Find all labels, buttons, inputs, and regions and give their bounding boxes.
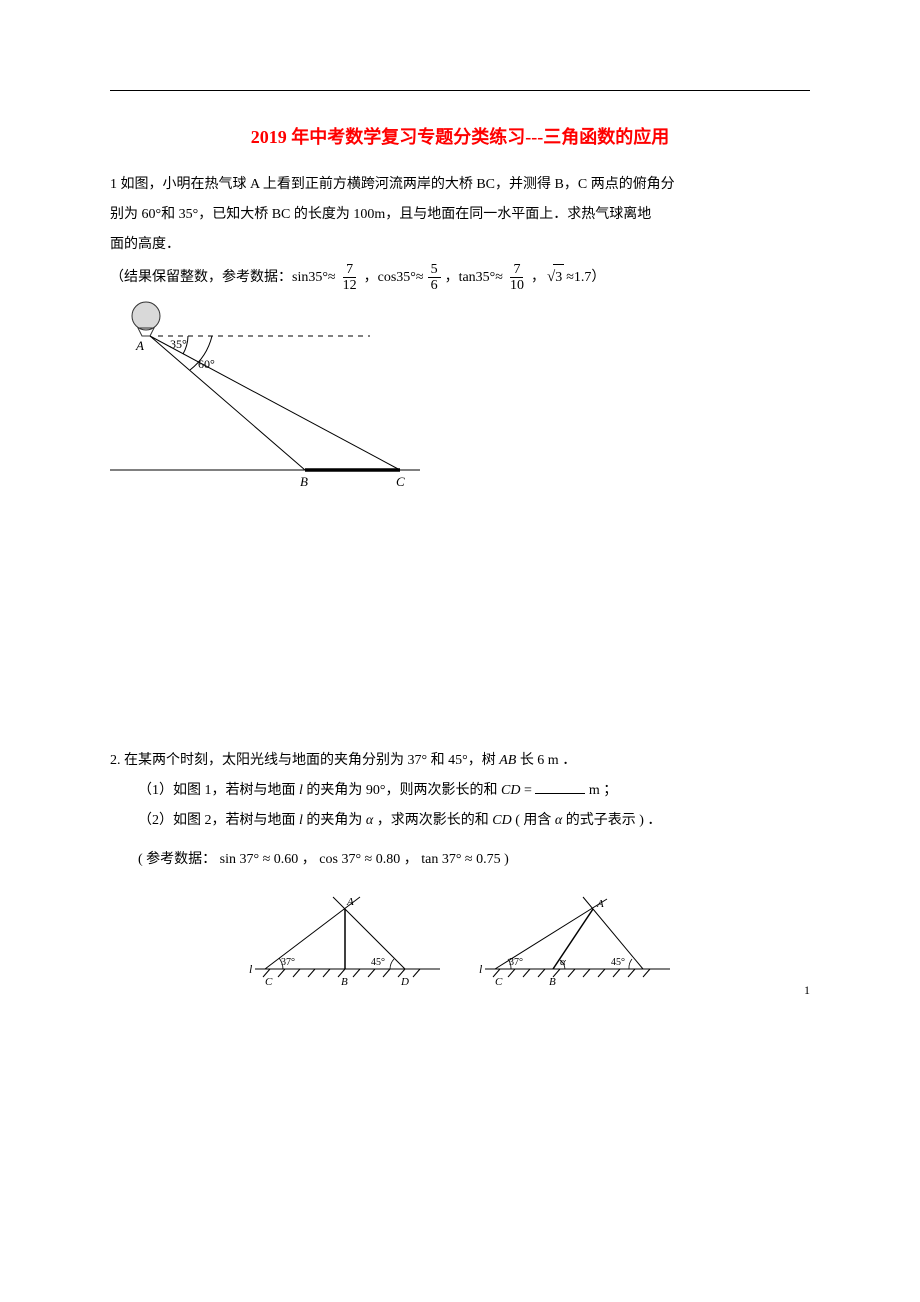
- p2-intro-b: 长 6 m ．: [516, 753, 576, 768]
- document-title: 2019 年中考数学复习专题分类练习---三角函数的应用: [110, 121, 810, 154]
- p1-hint-mid2: ，tan35°≈: [445, 265, 503, 291]
- hatch: [493, 969, 650, 977]
- p1-line3: 面的高度．: [110, 232, 810, 258]
- label-B: B: [549, 976, 556, 988]
- p1-hint-mid3: ，: [531, 265, 545, 291]
- frac-den: 12: [340, 278, 360, 293]
- label-B: B: [341, 976, 348, 988]
- p2-part1-b: 的夹角为 90°，则两次影长的和: [303, 783, 501, 798]
- label-45: 45°: [371, 957, 385, 968]
- p1-line2: 别为 60°和 35°，已知大桥 BC 的长度为 100m，且与地面在同一水平面…: [110, 202, 810, 228]
- frac-tan35: 7 10: [507, 262, 527, 294]
- sqrt-3: √ 3: [547, 264, 564, 292]
- frac-den: 10: [507, 278, 527, 293]
- label-60: 60°: [198, 357, 215, 371]
- label-A: A: [135, 338, 144, 353]
- p2-part1-a: （1）如图 1，若树与地面: [138, 783, 299, 798]
- sqrt-arg: 3: [553, 264, 564, 291]
- p2-part2-b: 的夹角为: [303, 813, 366, 828]
- label-45: 45°: [611, 957, 625, 968]
- p2-part2-a: （2）如图 2，若树与地面: [138, 813, 299, 828]
- label-l: l: [249, 962, 253, 976]
- p2-figure-row: l A C B D 37° 45° l A: [110, 889, 810, 989]
- frac-num: 7: [510, 262, 523, 278]
- p2-part2-cd: CD: [492, 813, 511, 828]
- p2-figure2: l A C B 37° α 45°: [475, 889, 675, 989]
- top-rule: [110, 90, 810, 91]
- label-D: D: [400, 976, 409, 988]
- p2-part1-unit: m ；: [585, 783, 617, 798]
- label-B: B: [300, 474, 308, 488]
- label-35: 35°: [170, 337, 187, 351]
- p1-hint-mid1: ，cos35°≈: [364, 265, 424, 291]
- line-AB: [150, 336, 305, 470]
- p1-hint: （结果保留整数，参考数据：sin35°≈ 7 12 ，cos35°≈ 5 6 ，…: [110, 262, 810, 294]
- p2-part2: （2）如图 2，若树与地面 l 的夹角为 α ，求两次影长的和 CD ( 用含 …: [138, 808, 810, 834]
- label-C: C: [265, 976, 273, 988]
- p1-hint-suffix: ≈1.7）: [566, 265, 605, 291]
- balloon-icon: [132, 302, 160, 330]
- p2-intro-a: 2. 在某两个时刻，太阳光线与地面的夹角分别为 37° 和 45°，树: [110, 753, 499, 768]
- frac-num: 5: [428, 262, 441, 278]
- frac-num: 7: [343, 262, 356, 278]
- p2-part1-c: =: [520, 783, 535, 798]
- p1-figure: A 35° 60° B C: [110, 298, 420, 488]
- label-37: 37°: [281, 957, 295, 968]
- p2-intro: 2. 在某两个时刻，太阳光线与地面的夹角分别为 37° 和 45°，树 AB 长…: [110, 748, 810, 774]
- frac-den: 6: [428, 278, 441, 293]
- ray-45: [333, 897, 405, 969]
- spacer: [110, 488, 810, 748]
- p2-part2-d: ( 用含: [512, 813, 555, 828]
- p2-part2-c: ，求两次影长的和: [373, 813, 492, 828]
- page: 2019 年中考数学复习专题分类练习---三角函数的应用 1 如图，小明在热气球…: [0, 0, 920, 1029]
- p2-intro-ab: AB: [499, 753, 516, 768]
- p1-line1: 1 如图，小明在热气球 A 上看到正前方横跨河流两岸的大桥 BC，并测得 B，C…: [110, 172, 810, 198]
- p2-part2-e: 的式子表示 ) ．: [562, 813, 661, 828]
- tree-AB: [553, 909, 593, 969]
- p2-figure1: l A C B D 37° 45°: [245, 889, 445, 989]
- page-number: 1: [804, 979, 810, 1001]
- p2-ref: ( 参考数据： sin 37° ≈ 0.60 ， cos 37° ≈ 0.80 …: [138, 847, 810, 873]
- label-l: l: [479, 962, 483, 976]
- label-C: C: [495, 976, 503, 988]
- arc-45: [390, 959, 394, 969]
- label-A: A: [346, 896, 354, 908]
- label-37: 37°: [509, 957, 523, 968]
- arc-45: [629, 959, 632, 969]
- p2-part1: （1）如图 1，若树与地面 l 的夹角为 90°，则两次影长的和 CD = m …: [138, 778, 810, 804]
- p2-part1-cd: CD: [501, 783, 520, 798]
- p1-hint-prefix: （结果保留整数，参考数据：sin35°≈: [110, 265, 336, 291]
- label-alpha: α: [560, 956, 566, 968]
- label-A: A: [596, 898, 604, 910]
- frac-sin35: 7 12: [340, 262, 360, 294]
- label-C: C: [396, 474, 405, 488]
- frac-cos35: 5 6: [428, 262, 441, 294]
- line-AC: [150, 336, 400, 470]
- fill-in-blank[interactable]: [535, 793, 585, 794]
